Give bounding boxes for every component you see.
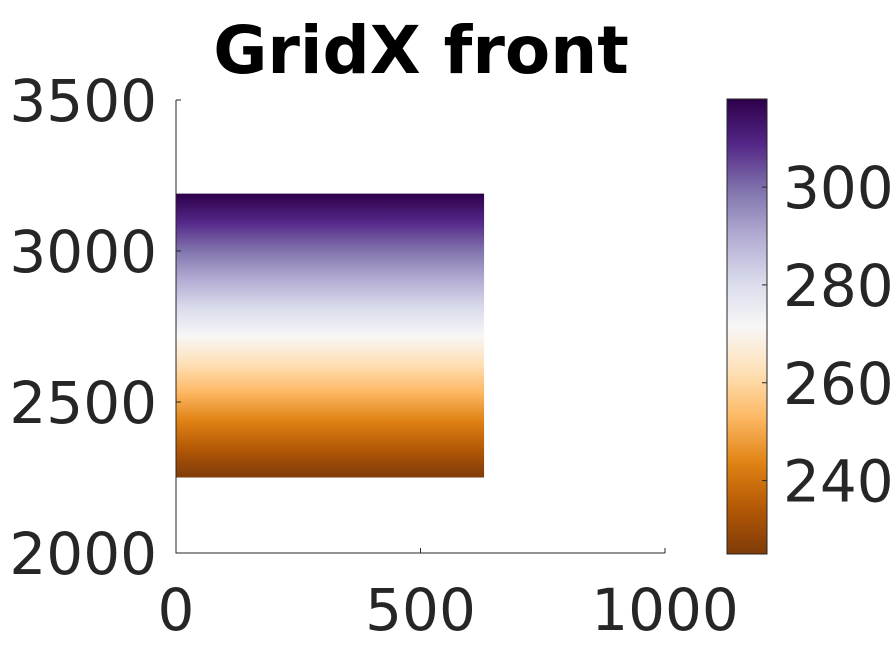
y-axis: 2000 2500 3000 3500 xyxy=(9,67,181,588)
chart-title: GridX front xyxy=(213,12,629,89)
x-tick-label: 0 xyxy=(158,576,195,644)
colorbar: 240 260 280 300 xyxy=(726,98,891,555)
x-tick-label: 1000 xyxy=(591,576,739,644)
colorbar-swatch xyxy=(726,98,768,555)
x-axis: 0 500 1000 xyxy=(158,548,739,644)
colorbar-tick-label: 240 xyxy=(783,448,891,516)
y-tick-label: 3000 xyxy=(9,218,157,286)
y-tick-label: 2500 xyxy=(9,369,157,437)
colorbar-axis: 240 260 280 300 xyxy=(762,154,891,516)
y-tick-label: 2000 xyxy=(9,520,157,588)
plot-area: 0 500 1000 2000 2500 3000 3500 xyxy=(9,67,738,644)
colorbar-tick-label: 280 xyxy=(783,252,891,320)
colorbar-tick-label: 260 xyxy=(783,350,891,418)
y-tick-label: 3500 xyxy=(9,67,157,135)
x-tick-label: 500 xyxy=(365,576,476,644)
colorbar-tick-label: 300 xyxy=(783,154,891,222)
heatmap-field xyxy=(176,193,485,478)
